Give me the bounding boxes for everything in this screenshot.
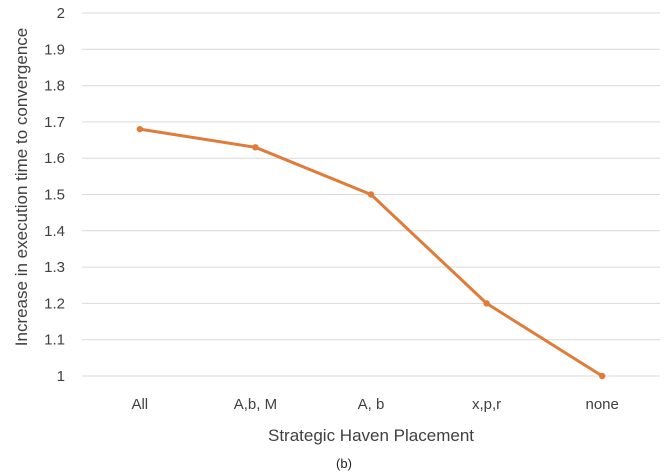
y-tick-label: 1.5 bbox=[44, 187, 65, 204]
x-axis-title: Strategic Haven Placement bbox=[268, 426, 474, 445]
y-tick-label: 1.3 bbox=[44, 259, 65, 276]
data-point bbox=[136, 125, 143, 133]
y-tick-label: 1.7 bbox=[44, 114, 65, 131]
y-tick-label: 1 bbox=[57, 368, 65, 385]
data-point bbox=[483, 300, 490, 307]
x-tick-label: A, b bbox=[358, 396, 385, 413]
data-point bbox=[252, 144, 259, 151]
figure-caption: (b) bbox=[336, 456, 352, 471]
x-tick-labels: All A,b, M A, b x,p,r none bbox=[131, 396, 618, 413]
data-point bbox=[367, 191, 375, 198]
y-tick-label: 1.4 bbox=[44, 223, 65, 240]
y-tick-label: 2 bbox=[57, 5, 65, 22]
y-tick-label: 1.1 bbox=[44, 332, 65, 349]
x-tick-label: x,p,r bbox=[472, 396, 501, 413]
data-point bbox=[599, 372, 606, 380]
y-tick-label: 1.2 bbox=[44, 295, 65, 312]
y-tick-labels: 1 1.1 1.2 1.3 1.4 1.5 1.6 1.7 1.8 1.9 2 bbox=[44, 5, 65, 385]
y-tick-label: 1.9 bbox=[44, 41, 65, 58]
y-tick-label: 1.6 bbox=[44, 150, 65, 167]
series-line bbox=[138, 127, 604, 378]
series-group bbox=[136, 125, 606, 380]
x-tick-label: All bbox=[131, 396, 148, 413]
y-axis-title: Increase in execution time to convergenc… bbox=[12, 28, 31, 346]
x-tick-label: none bbox=[586, 396, 619, 413]
x-tick-label: A,b, M bbox=[234, 396, 277, 413]
y-tick-label: 1.8 bbox=[44, 78, 65, 95]
